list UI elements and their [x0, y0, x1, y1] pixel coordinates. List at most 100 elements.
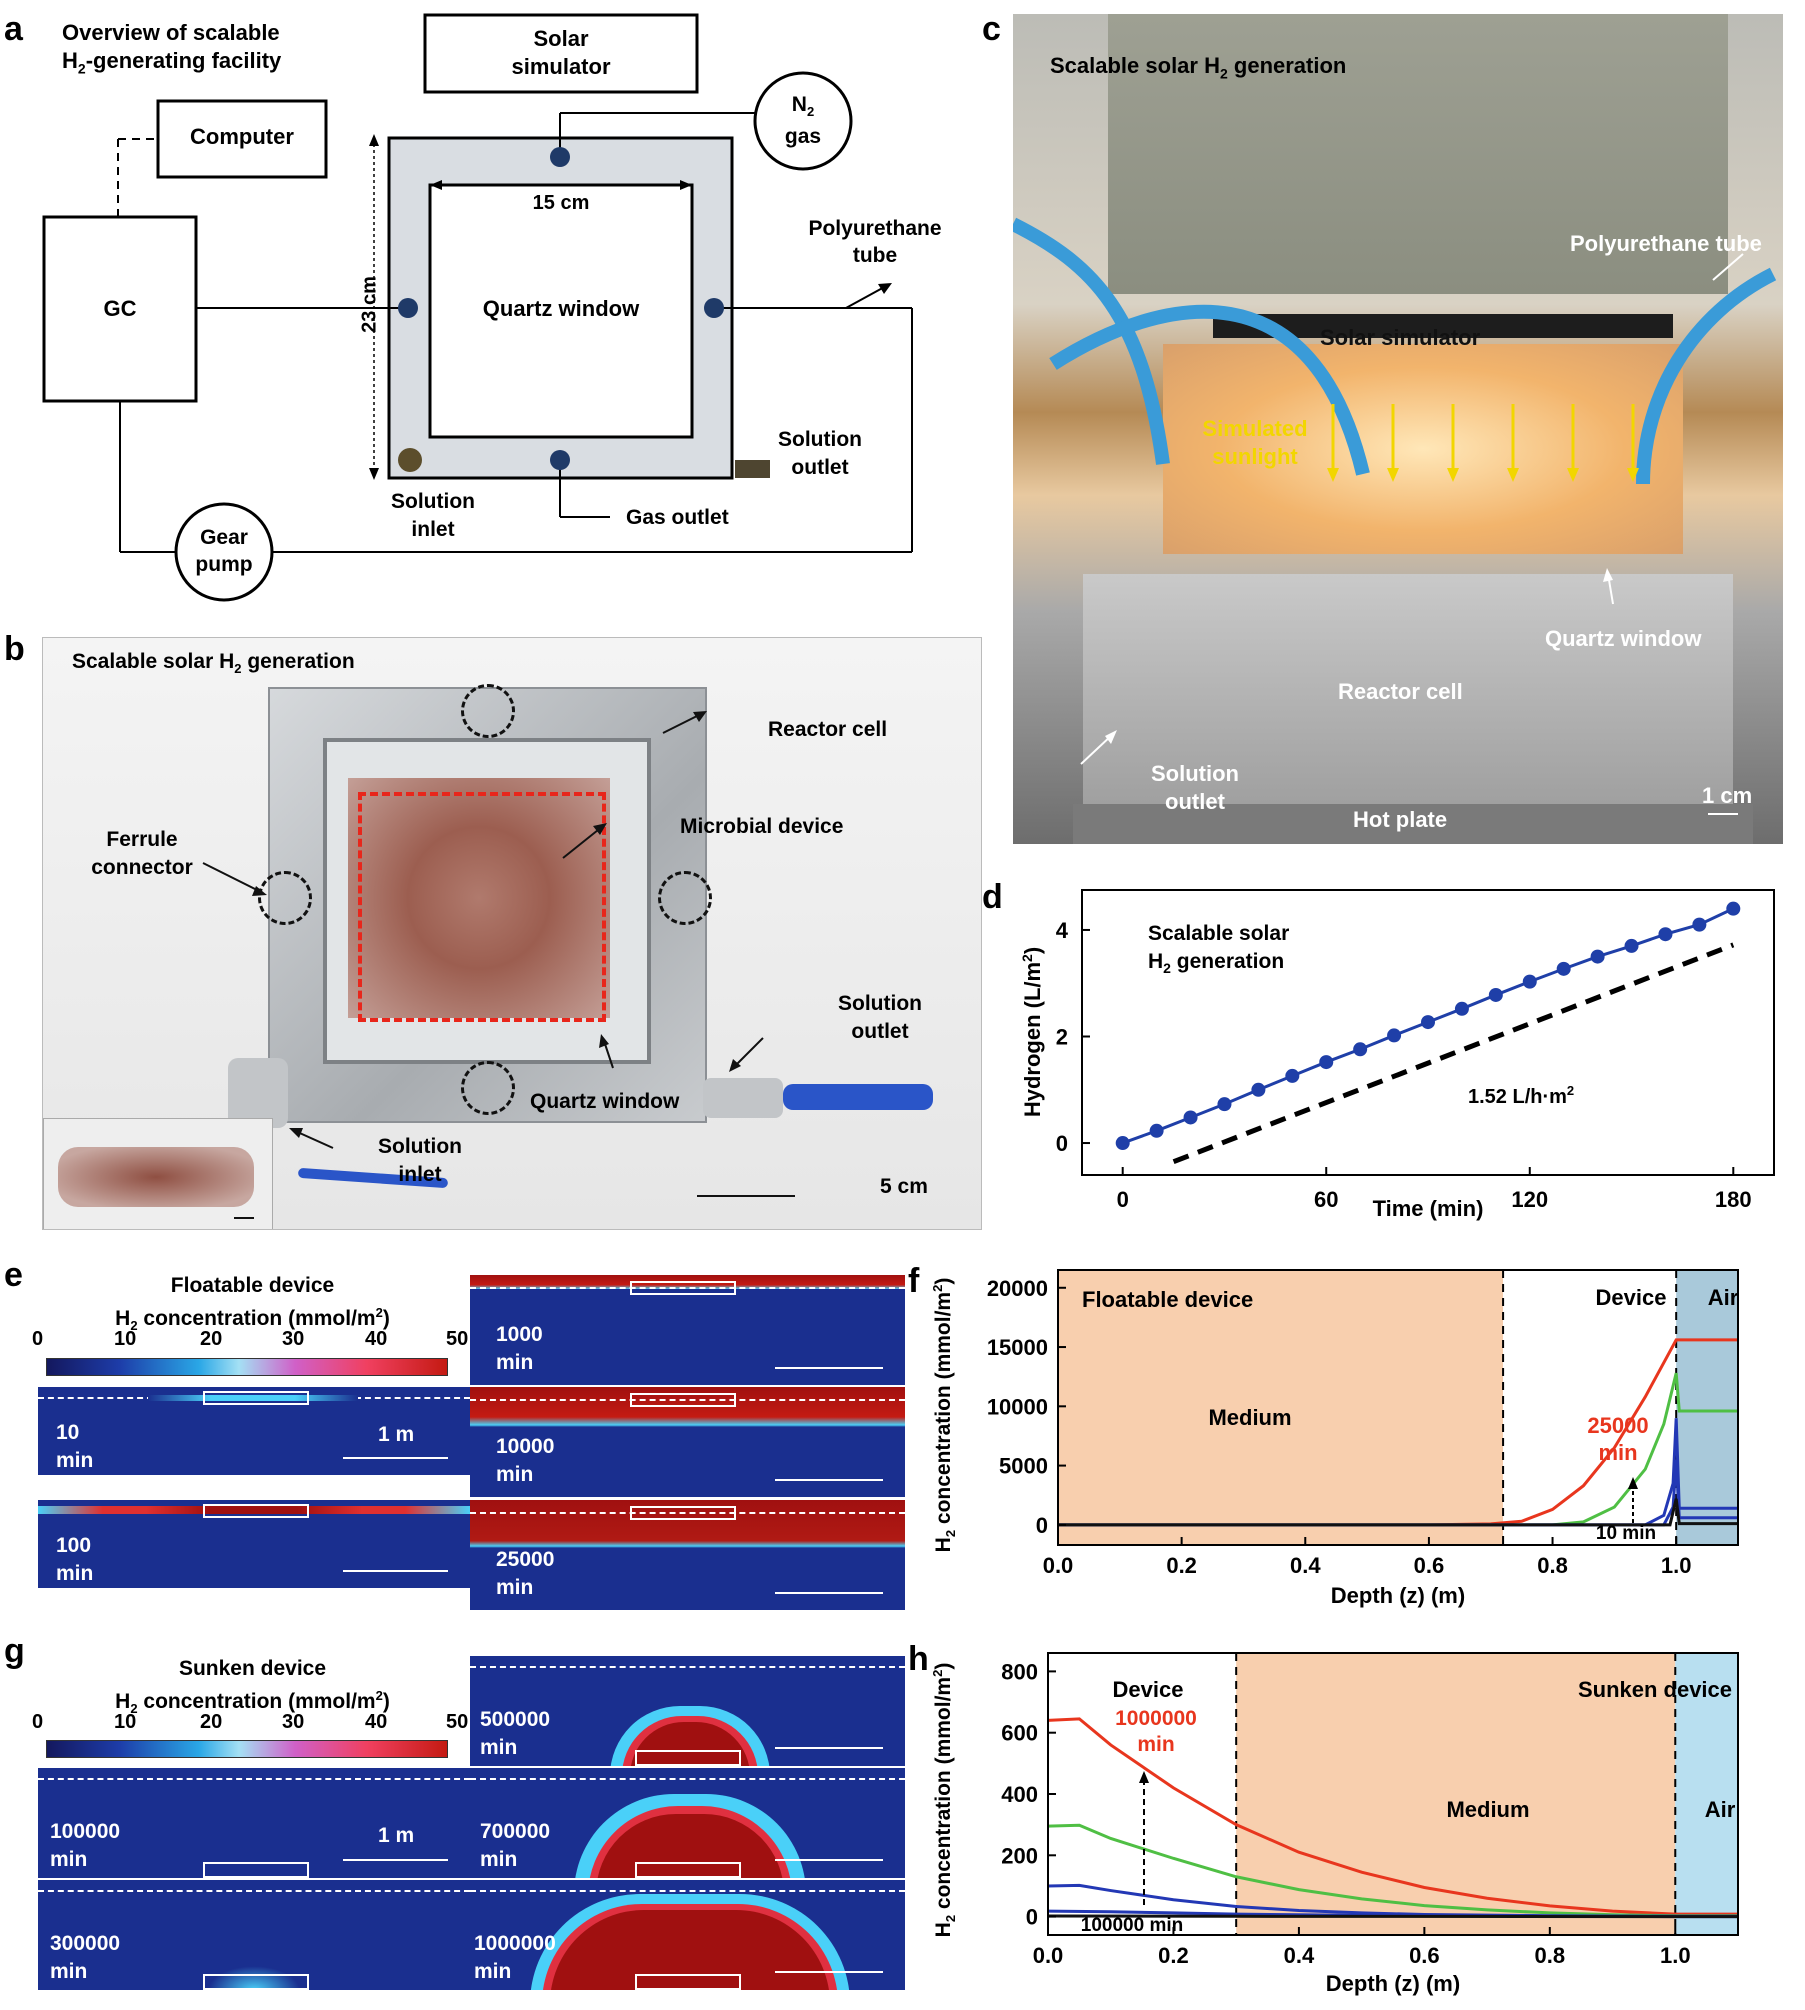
microbial-device [348, 778, 610, 1018]
f-air-label: Air [1708, 1285, 1739, 1310]
f-ytick-label: 15000 [987, 1335, 1048, 1360]
gear-pump-circle [174, 502, 274, 602]
n2-gas-label: N2 gas [784, 93, 822, 149]
d-data-point [1590, 949, 1605, 964]
e-sim-100min: 100 min [38, 1500, 470, 1588]
h-series-line [1047, 1717, 1738, 1916]
h-medium-label: Medium [1446, 1797, 1529, 1822]
b-quartz-window-label: Quartz window [530, 1090, 680, 1113]
panel-b-photo [42, 637, 982, 1230]
e-title: Floatable device H2 concentration (mmol/… [115, 1274, 390, 1334]
f-ytick-label: 5000 [999, 1454, 1048, 1479]
c-solution-outlet-label: Solution outlet [1151, 761, 1239, 814]
panel-a-title: Overview of scalable H2-generating facil… [62, 20, 282, 77]
panel-h-chart: 0.0 0.2 0.4 0.6 0.8 1.0 0 200 400 600 800 Device S… [930, 1652, 1739, 1996]
f-xtick-label: 0.6 [1414, 1553, 1445, 1578]
d-data-point [1251, 1082, 1266, 1097]
dim-height-label: 23 cm [358, 276, 381, 333]
c-quartz-label: Quartz window [1545, 626, 1702, 651]
g-sim-300000min: 300000 min [38, 1880, 470, 1990]
c-solar-sim-label: Solar simulator [1320, 325, 1481, 350]
port-right [704, 298, 724, 318]
d-data-point [1353, 1042, 1368, 1057]
b-scale-label: 5 cm [880, 1175, 928, 1198]
h-ytick-label: 400 [1001, 1782, 1038, 1807]
h-xtick-label: 0.8 [1535, 1943, 1566, 1968]
h-device-label: Device [1113, 1677, 1184, 1702]
b-ferrule-label: Ferrule connector [91, 828, 193, 879]
g-sim-100000min: 100000 min 1 m [38, 1768, 470, 1878]
f-region-device [1503, 1270, 1677, 1545]
f-xtick-label: 0.2 [1166, 1553, 1197, 1578]
e-scale-label: 1 m [378, 1423, 415, 1446]
d-data-point [1556, 961, 1571, 976]
f-xtick-label: 1.0 [1661, 1553, 1692, 1578]
f-plot-frame [1057, 1269, 1739, 1546]
h-ytick-label: 200 [1001, 1843, 1038, 1868]
polyurethane-label: Polyurethane tube [808, 217, 942, 267]
d-xtick-label: 120 [1511, 1187, 1548, 1212]
f-ytick-label: 20000 [987, 1276, 1048, 1301]
d-annot-line2: H2 generation [1148, 950, 1284, 976]
f-ytick-label: 0 [1036, 1513, 1048, 1538]
d-data-point [1454, 1001, 1469, 1016]
b-reactor-cell-label: Reactor cell [768, 718, 888, 741]
d-data-point [1624, 938, 1639, 953]
d-data-point [1488, 987, 1503, 1002]
f-series-line [1058, 1498, 1738, 1527]
h-region-sunken [1236, 1653, 1676, 1935]
f-annot-10: 10 min [1596, 1523, 1656, 1544]
c-poly-label: Polyurethane tube [1570, 231, 1762, 256]
f-xlabel: Depth (z) (m) [1331, 1583, 1465, 1608]
f-annot-25000: 25000 min [1587, 1413, 1648, 1465]
d-data-point [1387, 1028, 1402, 1043]
g-sim-500000min: 500000 min [470, 1656, 905, 1766]
d-data-point [1522, 974, 1537, 989]
f-region-air [1676, 1270, 1738, 1545]
port-left [398, 298, 418, 318]
c-overlay [1013, 217, 1777, 815]
d-data-point [1115, 1136, 1130, 1151]
outlet-valve [703, 1078, 783, 1118]
d-xlabel: Time (min) [1373, 1196, 1484, 1221]
f-device-label: Device [1596, 1285, 1667, 1310]
panel-c-photo [1013, 14, 1783, 844]
h-annot-100000: 100000 min [1081, 1915, 1183, 1936]
h-ylabel: H2 concentration (mmol/m2) [930, 1663, 958, 1938]
d-data-point [1658, 927, 1673, 942]
g-colorbar [46, 1740, 448, 1758]
computer-box [156, 99, 328, 179]
panel-label-h: h [908, 1640, 929, 1678]
c-title: Scalable solar H2 generation [1050, 53, 1347, 82]
panel-label-c: c [982, 10, 1001, 48]
device-outline-dashed [358, 792, 606, 1022]
d-xtick-label: 0 [1117, 1187, 1129, 1212]
panel-label-g: g [4, 1632, 25, 1670]
ferrule-right [658, 871, 712, 925]
d-ytick-label: 4 [1056, 918, 1069, 943]
h-ytick-label: 0 [1026, 1905, 1038, 1930]
h-sunken-label: Sunken device [1578, 1677, 1732, 1702]
b-solution-outlet-label: Solution outlet [838, 992, 922, 1043]
quartz-window-box [428, 183, 694, 439]
b-title: Scalable solar H2 generation [72, 650, 355, 677]
h-xtick-label: 0.0 [1033, 1943, 1064, 1968]
h-region-air [1675, 1653, 1738, 1935]
f-floatable-label: Floatable device [1082, 1287, 1253, 1312]
solar-simulator-label: Solar simulator [511, 26, 611, 79]
d-ytick-label: 0 [1056, 1131, 1068, 1156]
panel-label-a: a [4, 10, 23, 48]
g-sim-700000min: 700000 min [470, 1768, 905, 1878]
h-xtick-label: 1.0 [1660, 1943, 1691, 1968]
c-simulator-housing [1108, 14, 1728, 294]
h-ytick-label: 600 [1001, 1721, 1038, 1746]
panel-label-f: f [908, 1262, 920, 1300]
gas-outlet-label: Gas outlet [626, 506, 729, 529]
h-annot-1000000: 1000000 min [1115, 1707, 1197, 1756]
solar-simulator-box [423, 13, 699, 94]
e-colorbar [46, 1358, 448, 1376]
b-solution-inlet-label: Solution inlet [378, 1135, 462, 1186]
f-xtick-label: 0.0 [1043, 1553, 1074, 1578]
g-sim-1000000min: 1000000 min [470, 1880, 905, 1990]
inlet-valve [228, 1058, 288, 1128]
